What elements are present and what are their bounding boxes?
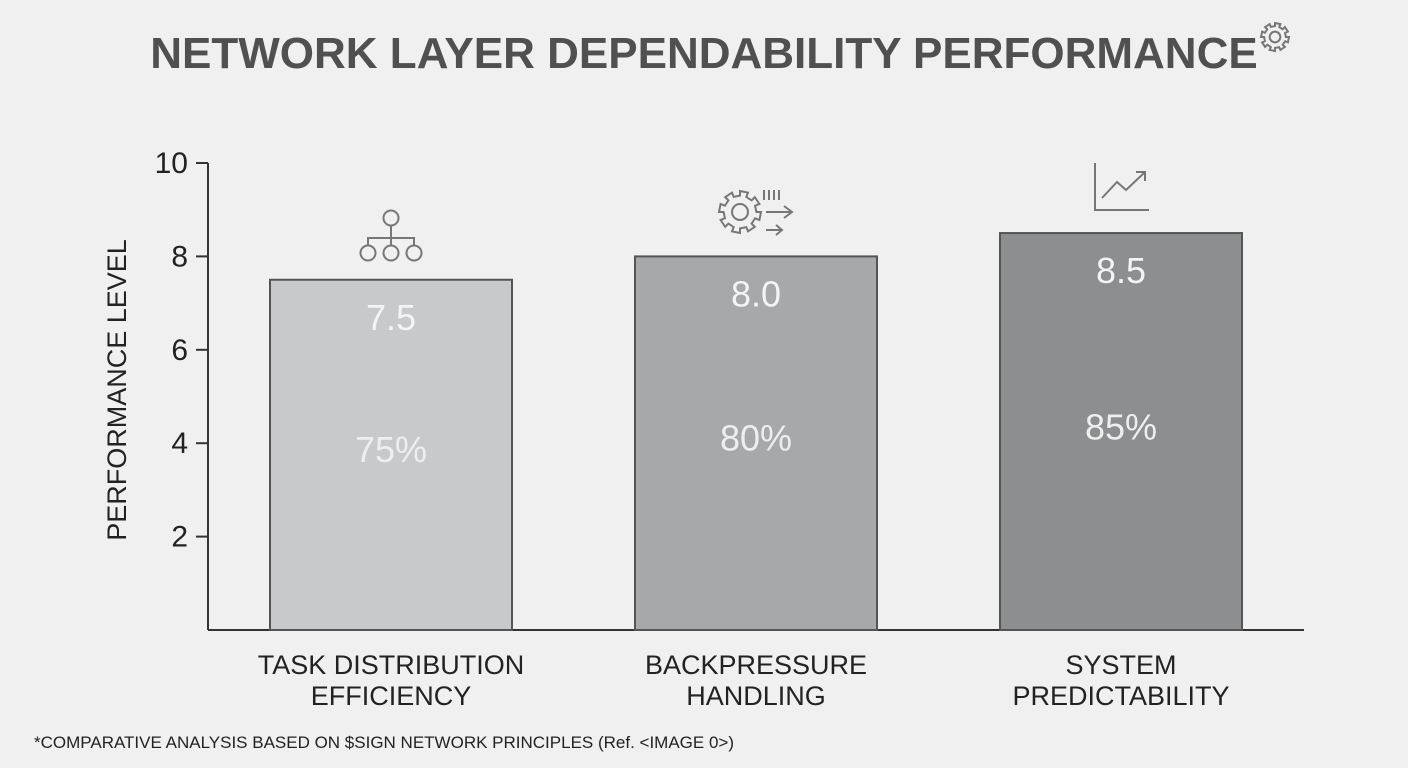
flow-gear-shape — [717, 189, 763, 235]
x-tick-label: EFFICIENCY — [311, 681, 472, 711]
bar-percent-label: 75% — [355, 429, 427, 470]
x-tick-label: SYSTEM — [1065, 650, 1176, 680]
x-tick-label: BACKPRESSURE — [645, 650, 867, 680]
bar — [999, 232, 1243, 632]
gear-icon — [1259, 21, 1291, 53]
x-tick-label: TASK DISTRIBUTION — [258, 650, 525, 680]
gear-flow-icon — [717, 189, 794, 236]
bar-value-label: 8.5 — [1096, 250, 1146, 291]
footnote: *COMPARATIVE ANALYSIS BASED ON $SIGN NET… — [34, 733, 734, 752]
bar-icons-group — [359, 163, 1149, 262]
y-tick-label: 10 — [155, 147, 188, 180]
hierarchy-icon — [359, 209, 423, 262]
y-tick-label: 6 — [171, 334, 188, 367]
y-axis-ticks: 2 4 6 8 10 — [155, 147, 208, 554]
x-tick-label: PREDICTABILITY — [1012, 681, 1229, 711]
x-tick-label: HANDLING — [686, 681, 826, 711]
bar-value-label: 7.5 — [366, 297, 416, 338]
bar — [269, 278, 513, 631]
bars-group — [269, 232, 1243, 632]
y-tick-label: 4 — [171, 427, 188, 460]
bar-percent-label: 85% — [1085, 406, 1157, 447]
chart-title: NETWORK LAYER DEPENDABILITY PERFORMANCE — [150, 29, 1257, 78]
y-tick-label: 2 — [171, 521, 188, 554]
bar-labels-group: 7.5 75% 8.0 80% 8.5 85% — [355, 250, 1157, 470]
y-tick-label: 8 — [171, 240, 188, 273]
bar-percent-label: 80% — [720, 418, 792, 459]
bar-value-label: 8.0 — [731, 273, 781, 314]
trend-chart-icon — [1094, 163, 1149, 211]
title-gear-shape — [1259, 21, 1291, 53]
y-axis-label: PERFORMANCE LEVEL — [102, 239, 132, 541]
bar — [634, 255, 878, 631]
